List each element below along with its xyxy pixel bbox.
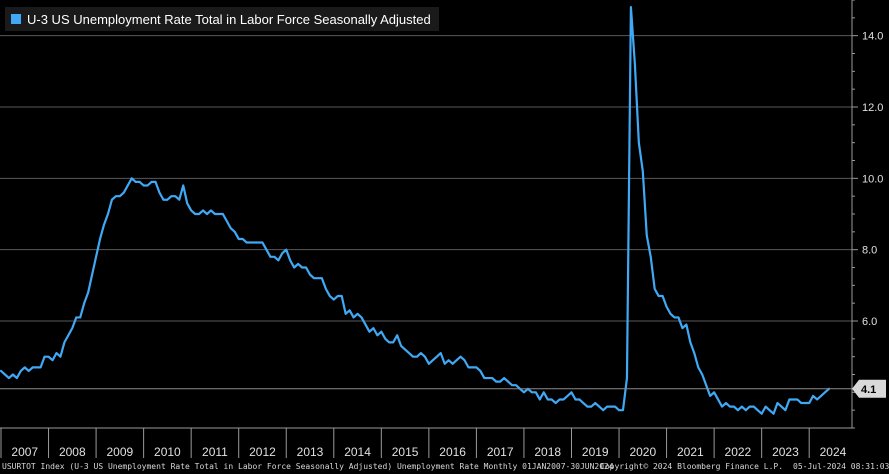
footer-copyright: Copyright© 2024 Bloomberg Finance L.P. [600,462,784,471]
x-tick-label: 2022 [725,445,752,459]
footer-timestamp: 05-Jul-2024 08:31:03 [793,462,889,471]
x-tick-label: 2013 [297,445,324,459]
x-tick-label: 2021 [677,445,704,459]
y-tick-label: 10.0 [862,173,883,185]
last-value-label: 4.1 [861,384,876,396]
x-tick-label: 2011 [202,445,228,459]
x-tick-label: 2016 [439,445,466,459]
x-tick-label: 2018 [534,445,561,459]
last-value-tag [852,379,886,398]
x-tick-label: 2017 [487,445,514,459]
y-tick-label: 8.0 [862,245,877,257]
y-tick-label: 12.0 [862,102,883,114]
x-tick-label: 2019 [582,445,609,459]
y-tick-label: 6.0 [862,316,877,328]
x-tick-label: 2015 [392,445,419,459]
x-tick-label: 2023 [772,445,799,459]
x-tick-label: 2007 [11,445,38,459]
x-tick-label: 2020 [629,445,656,459]
x-tick-label: 2014 [344,445,371,459]
y-tick-label: 14.0 [862,31,883,43]
chart-legend: U-3 US Unemployment Rate Total in Labor … [5,7,439,31]
legend-swatch [11,14,21,24]
series-line-unemployment-rate [0,6,831,415]
x-tick-label: 2008 [59,445,86,459]
x-tick-label: 2012 [249,445,276,459]
x-tick-label: 2024 [820,445,847,459]
footer-index-description: USURTOT Index (U-3 US Unemployment Rate … [2,462,614,471]
x-tick-label: 2009 [107,445,134,459]
x-tick-label: 2010 [154,445,181,459]
legend-label: U-3 US Unemployment Rate Total in Labor … [27,11,431,27]
